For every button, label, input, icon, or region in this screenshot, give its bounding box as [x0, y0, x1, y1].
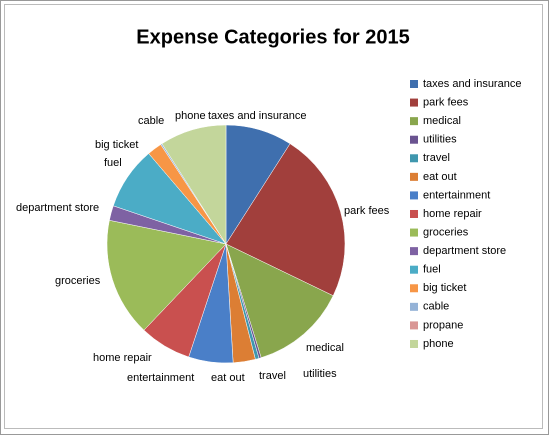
legend-label: cable — [423, 301, 449, 313]
legend-label: entertainment — [423, 189, 490, 201]
slice-label: phone — [175, 110, 206, 122]
slice-label: groceries — [55, 275, 101, 287]
pie-slice — [161, 124, 227, 245]
slice-label: park fees — [344, 205, 390, 217]
slice-label: home repair — [93, 352, 152, 364]
legend-label: travel — [423, 152, 450, 164]
slice-label: entertainment — [127, 372, 194, 384]
legend-label: taxes and insurance — [423, 78, 521, 90]
pie-slice — [106, 220, 227, 331]
slice-label: fuel — [104, 157, 122, 169]
legend-label: medical — [423, 115, 461, 127]
slice-label: utilities — [303, 368, 337, 380]
slice-label: taxes and insurance — [208, 110, 306, 122]
slice-label: big ticket — [95, 139, 138, 151]
legend-swatch — [410, 339, 418, 348]
legend-label: groceries — [423, 226, 469, 238]
legend-swatch — [410, 265, 418, 274]
legend-label: park fees — [423, 96, 469, 108]
pie-slice — [225, 143, 346, 297]
legend-label: department store — [423, 245, 506, 257]
slice-label: cable — [138, 115, 164, 127]
slice-label: travel — [259, 370, 286, 382]
legend-swatch — [410, 191, 418, 200]
legend-swatch — [410, 117, 418, 126]
legend-swatch — [410, 209, 418, 218]
legend-label: home repair — [423, 208, 482, 220]
legend-swatch — [410, 135, 418, 144]
pie-slice — [225, 243, 334, 358]
legend-label: propane — [423, 319, 463, 331]
legend-label: big ticket — [423, 282, 466, 294]
legend-swatch — [410, 284, 418, 293]
slice-label: department store — [16, 202, 99, 214]
legend-swatch — [410, 80, 418, 88]
chart-title: Expense Categories for 2015 — [136, 26, 409, 48]
legend-swatch — [410, 321, 418, 330]
legend-swatch — [410, 247, 418, 256]
legend-swatch — [410, 302, 418, 311]
slice-label: medical — [306, 342, 344, 354]
legend-swatch — [410, 228, 418, 237]
slice-label: eat out — [211, 372, 245, 384]
legend-label: fuel — [423, 264, 441, 276]
legend-swatch — [410, 154, 418, 163]
legend-label: utilities — [423, 134, 457, 146]
legend-swatch — [410, 98, 418, 107]
legend-swatch — [410, 172, 418, 181]
legend-label: phone — [423, 338, 454, 350]
legend-label: eat out — [423, 171, 457, 183]
